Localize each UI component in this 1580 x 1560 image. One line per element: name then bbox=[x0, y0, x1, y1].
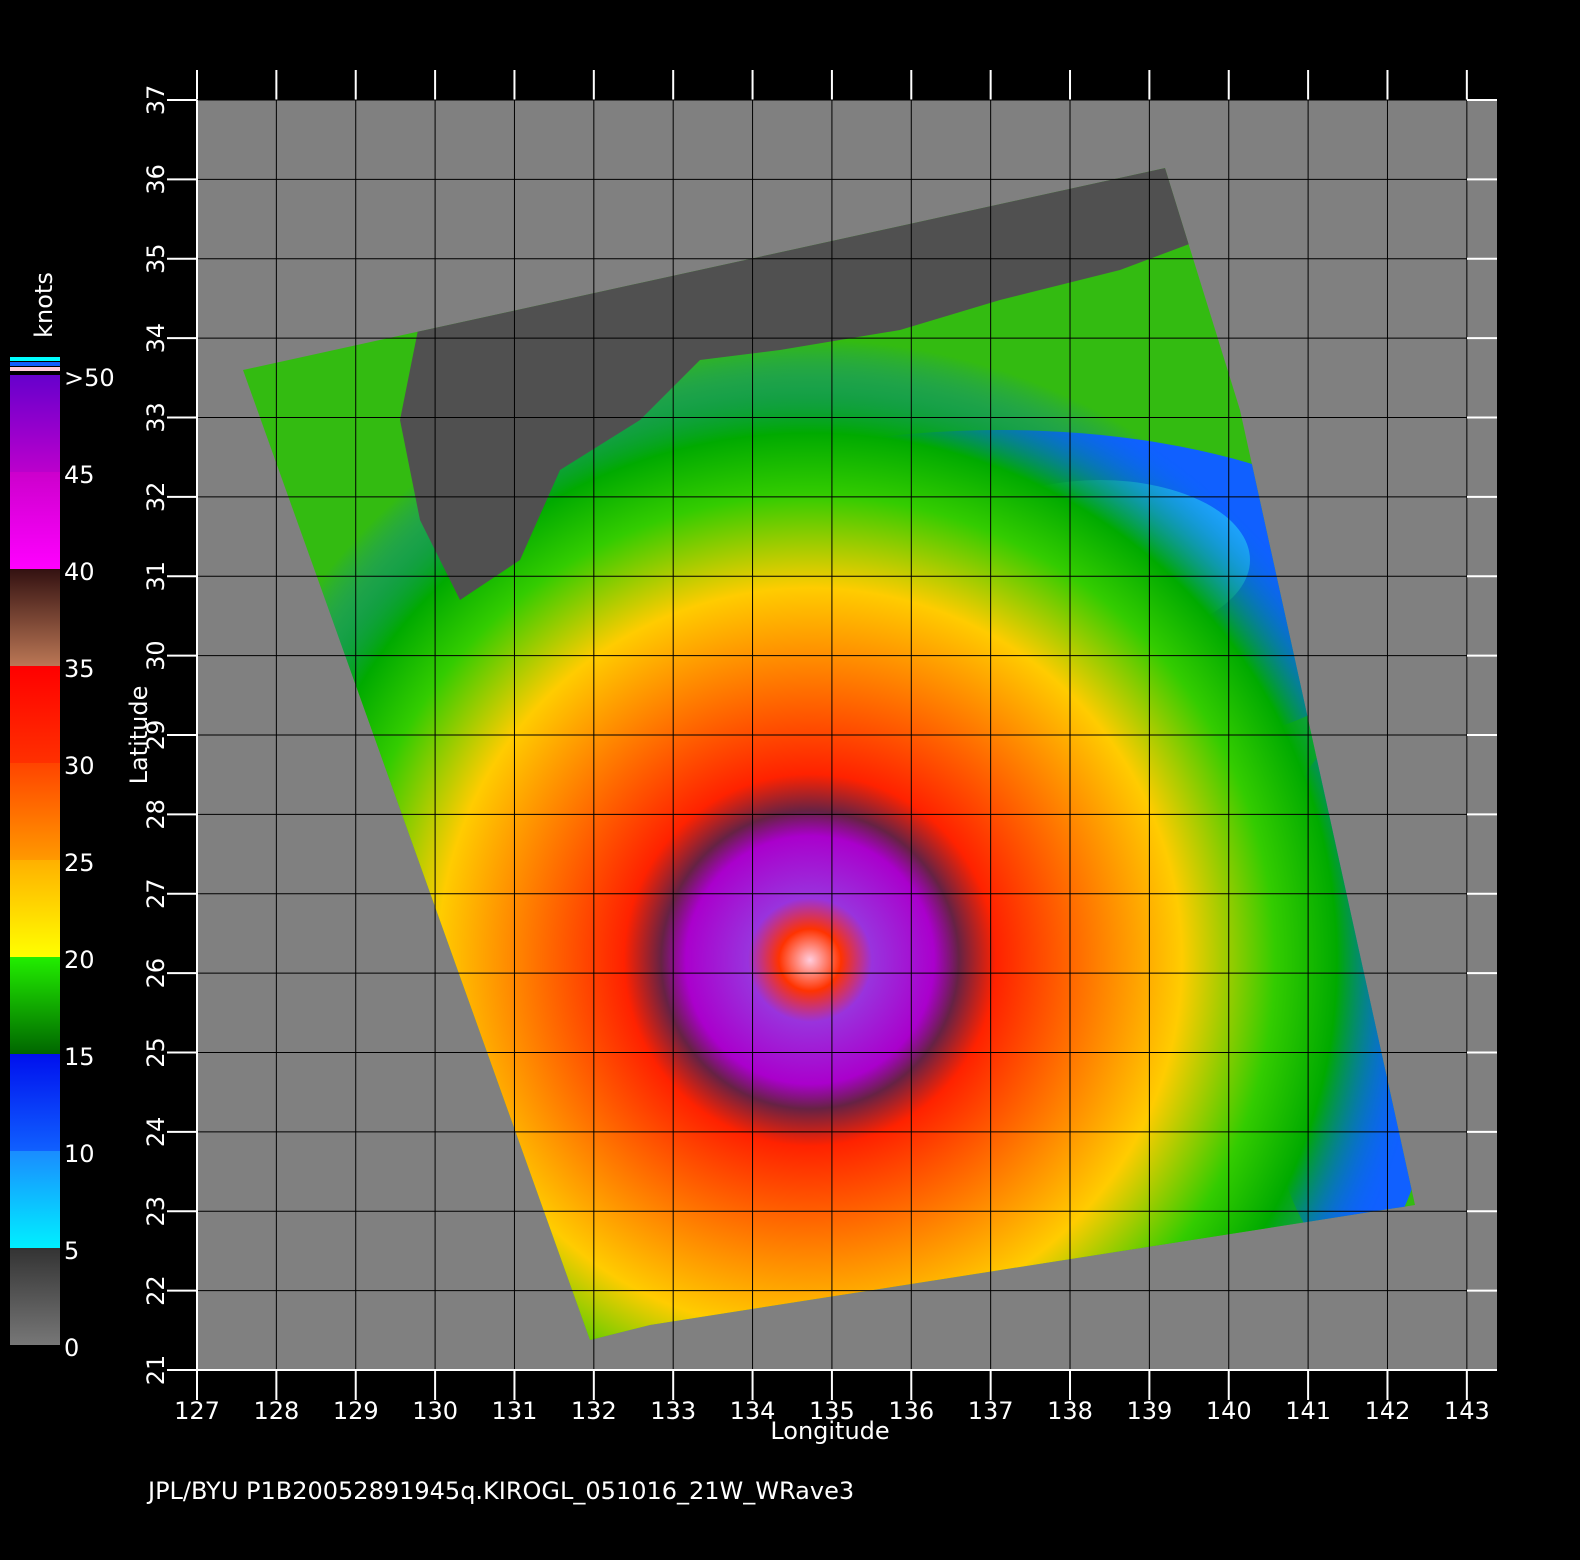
x-tick-label: 138 bbox=[1047, 1397, 1093, 1425]
x-tick-label: 135 bbox=[809, 1397, 855, 1425]
colorbar-segment bbox=[10, 860, 60, 957]
y-tick-label: 21 bbox=[142, 1355, 170, 1386]
y-tick-label: 34 bbox=[142, 323, 170, 354]
y-tick-label: 29 bbox=[142, 720, 170, 751]
x-tick-label: 142 bbox=[1365, 1397, 1411, 1425]
colorbar-segment bbox=[10, 957, 60, 1054]
colorbar-tick-label: 10 bbox=[64, 1140, 95, 1168]
colorbar-segment bbox=[10, 1054, 60, 1151]
footer-title: JPL/BYU P1B20052891945q.KIROGL_051016_21… bbox=[146, 1477, 854, 1505]
colorbar-segment bbox=[10, 569, 60, 666]
colorbar-tick-label: 45 bbox=[64, 461, 95, 489]
y-tick-label: 25 bbox=[142, 1037, 170, 1068]
y-tick-label: 24 bbox=[142, 1117, 170, 1148]
x-tick-label: 143 bbox=[1444, 1397, 1490, 1425]
colorbar-cap bbox=[10, 357, 60, 361]
y-axis-label: Latitude bbox=[125, 686, 153, 785]
x-tick-label: 137 bbox=[968, 1397, 1014, 1425]
colorbar-segment bbox=[10, 472, 60, 569]
y-tick-label: 27 bbox=[142, 878, 170, 909]
colorbar-tick-label: 15 bbox=[64, 1043, 95, 1071]
colorbar-cap bbox=[10, 362, 60, 366]
y-tick-label: 37 bbox=[142, 85, 170, 116]
y-tick-label: 35 bbox=[142, 243, 170, 274]
colorbar-tick-label: 30 bbox=[64, 752, 95, 780]
colorbar-segment bbox=[10, 763, 60, 860]
colorbar-segment bbox=[10, 666, 60, 763]
colorbar-segment bbox=[10, 375, 60, 472]
x-tick-label: 140 bbox=[1206, 1397, 1252, 1425]
colorbar-tick-label: 5 bbox=[64, 1237, 79, 1265]
y-tick-label: 22 bbox=[142, 1275, 170, 1306]
y-tick-label: 32 bbox=[142, 482, 170, 513]
colorbar-cap bbox=[10, 367, 60, 371]
x-tick-label: 136 bbox=[888, 1397, 934, 1425]
x-tick-label: 128 bbox=[253, 1397, 299, 1425]
colorbar-segment bbox=[10, 1151, 60, 1248]
y-tick-label: 31 bbox=[142, 561, 170, 592]
y-tick-label: 33 bbox=[142, 402, 170, 433]
colorbar-segment bbox=[10, 1248, 60, 1345]
colorbar-tick-label: 0 bbox=[64, 1334, 79, 1362]
y-tick-label: 36 bbox=[142, 164, 170, 195]
x-tick-label: 141 bbox=[1285, 1397, 1331, 1425]
y-tick-label: 30 bbox=[142, 640, 170, 671]
axes bbox=[167, 70, 1497, 1400]
x-tick-label: 129 bbox=[333, 1397, 379, 1425]
x-axis-label: Longitude bbox=[770, 1417, 889, 1445]
x-tick-label: 131 bbox=[492, 1397, 538, 1425]
colorbar-label: knots bbox=[30, 272, 58, 338]
x-tick-label: 127 bbox=[174, 1397, 220, 1425]
y-tick-label: 28 bbox=[142, 799, 170, 830]
x-tick-label: 134 bbox=[730, 1397, 776, 1425]
x-tick-label: 132 bbox=[571, 1397, 617, 1425]
colorbar-tick-label: 25 bbox=[64, 849, 95, 877]
x-tick-label: 133 bbox=[650, 1397, 696, 1425]
y-tick-label: 23 bbox=[142, 1196, 170, 1227]
colorbar-tick-label: 35 bbox=[64, 655, 95, 683]
y-tick-label: 26 bbox=[142, 958, 170, 989]
colorbar-tick-label: >50 bbox=[64, 364, 115, 392]
colorbar-tick-label: 20 bbox=[64, 946, 95, 974]
x-tick-label: 139 bbox=[1126, 1397, 1172, 1425]
colorbar-tick-label: 40 bbox=[64, 558, 95, 586]
x-tick-label: 130 bbox=[412, 1397, 458, 1425]
land bbox=[400, 168, 1200, 600]
